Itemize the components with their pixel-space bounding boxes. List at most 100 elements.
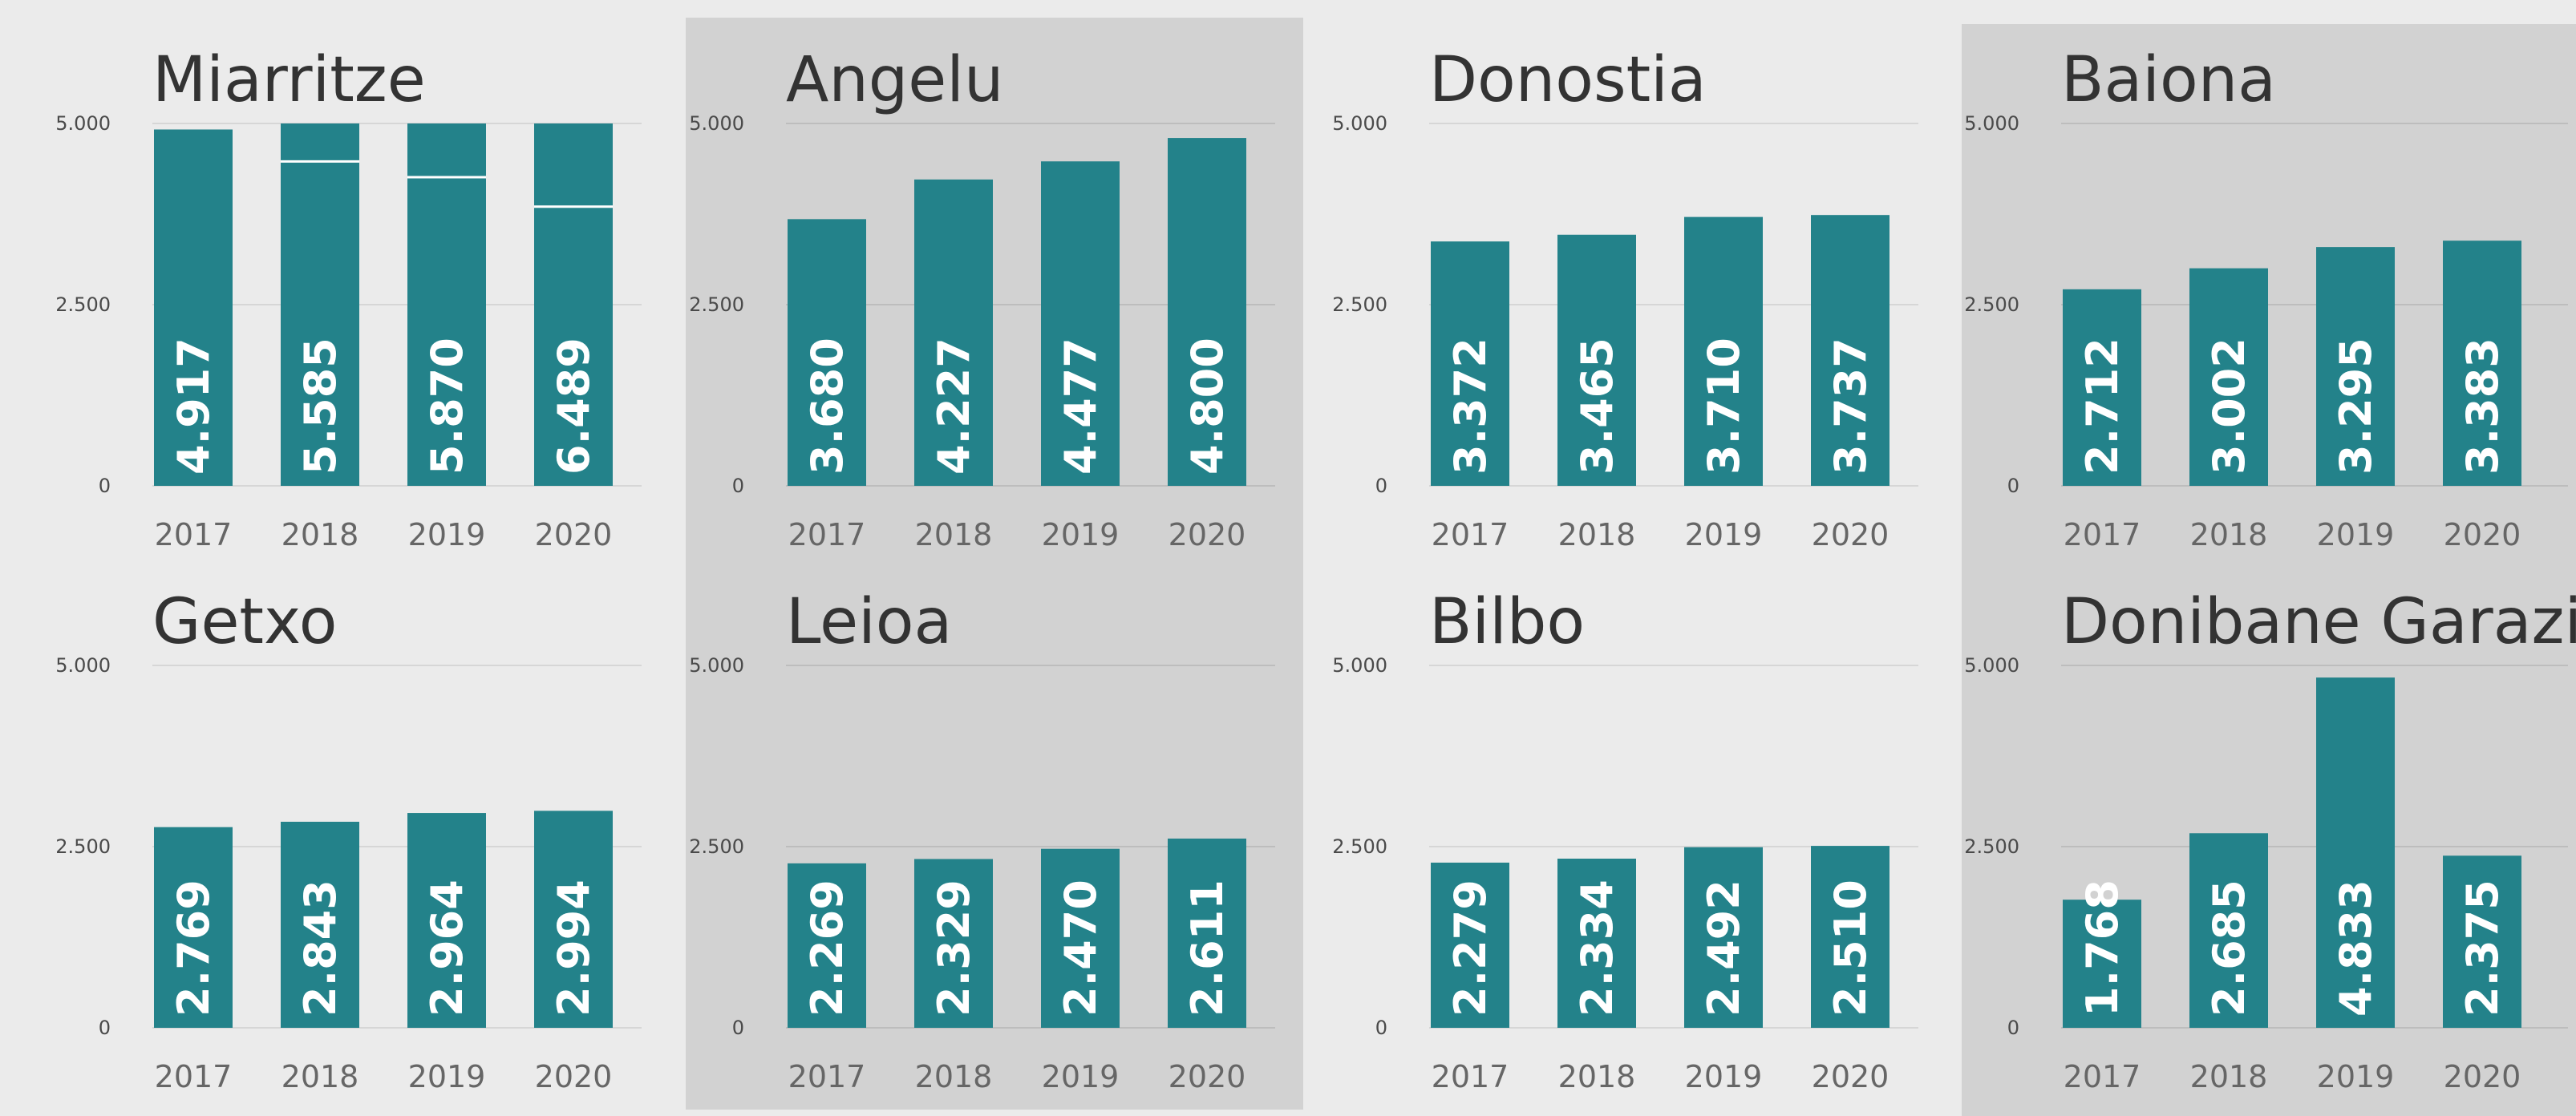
bar-value-label: 3.710 bbox=[1699, 338, 1749, 475]
bar-value-label: 3.680 bbox=[802, 338, 853, 475]
bar-2020[interactable] bbox=[1811, 846, 1889, 1028]
bar-2020[interactable] bbox=[1168, 838, 1246, 1028]
y-tick-label: 2.500 bbox=[55, 293, 111, 316]
x-tick-label: 2018 bbox=[2190, 1059, 2268, 1094]
bar-2020[interactable] bbox=[2443, 241, 2521, 486]
bar-chart-4: Getxo 0 2.500 5.000 2.769 2017 2.843 2018 2.964 2… bbox=[55, 586, 642, 1094]
bar-value-label: 2.492 bbox=[1699, 879, 1749, 1017]
bar-value-label: 2.279 bbox=[1445, 879, 1496, 1017]
y-tick-label: 5.000 bbox=[1964, 112, 2019, 135]
y-tick-label: 2.500 bbox=[689, 835, 744, 858]
bar-2019[interactable] bbox=[2316, 677, 2395, 1028]
bar-2018[interactable] bbox=[2189, 268, 2268, 486]
x-tick-label: 2020 bbox=[1169, 1059, 1246, 1094]
bar-value-label: 4.833 bbox=[2331, 879, 2381, 1017]
bar-2019[interactable] bbox=[407, 813, 486, 1028]
x-tick-label: 2019 bbox=[2317, 1059, 2395, 1094]
bar-2020[interactable] bbox=[534, 811, 613, 1028]
x-tick-label: 2019 bbox=[408, 517, 486, 552]
y-tick-label: 5.000 bbox=[689, 654, 744, 677]
x-tick-label: 2019 bbox=[408, 1059, 486, 1094]
x-tick-label: 2018 bbox=[281, 1059, 359, 1094]
x-tick-label: 2020 bbox=[535, 517, 613, 552]
bar-2020[interactable] bbox=[534, 123, 613, 486]
bar-value-label: 3.372 bbox=[1445, 338, 1496, 475]
bar-2017[interactable] bbox=[2063, 289, 2141, 486]
bar-2017[interactable] bbox=[1431, 862, 1509, 1028]
y-tick-label: 0 bbox=[1375, 1017, 1387, 1039]
bar-value-label: 2.269 bbox=[802, 879, 853, 1017]
bar-2018[interactable] bbox=[281, 123, 359, 486]
bar-value-label: 2.712 bbox=[2077, 338, 2128, 475]
bar-2020[interactable] bbox=[1168, 138, 1246, 486]
bar-value-label: 3.295 bbox=[2331, 338, 2381, 475]
y-tick-label: 2.500 bbox=[689, 293, 744, 316]
bar-chart-1: Angelu 0 2.500 5.000 3.680 2017 4.227 2018 4.477… bbox=[689, 44, 1275, 552]
x-tick-label: 2020 bbox=[1169, 517, 1246, 552]
bar-chart-2: Donostia 0 2.500 5.000 3.372 2017 3.465 2018 3.7… bbox=[1332, 44, 1918, 552]
y-tick-label: 5.000 bbox=[55, 112, 111, 135]
bar-2019[interactable] bbox=[1684, 216, 1763, 486]
bar-value-label: 4.917 bbox=[168, 338, 219, 475]
chart-title: Donostia bbox=[1429, 44, 1707, 116]
bar-chart-0: Miarritze 0 2.500 5.000 4.917 2017 5.585 2018 5.… bbox=[55, 44, 642, 552]
bar-2019[interactable] bbox=[1041, 161, 1120, 486]
y-tick-label: 5.000 bbox=[689, 112, 744, 135]
bar-2018[interactable] bbox=[914, 179, 993, 486]
chart-title: Baiona bbox=[2061, 44, 2276, 116]
chart-title: Getxo bbox=[152, 586, 338, 658]
bar-2018[interactable] bbox=[1557, 859, 1636, 1028]
bar-value-label: 3.737 bbox=[1825, 338, 1876, 475]
bar-value-label: 1.768 bbox=[2077, 879, 2128, 1017]
bar-2017[interactable] bbox=[788, 863, 866, 1028]
bar-2019[interactable] bbox=[2316, 247, 2395, 486]
bar-2018[interactable] bbox=[2189, 833, 2268, 1028]
chart-title: Angelu bbox=[786, 44, 1003, 116]
y-tick-label: 2.500 bbox=[1332, 835, 1387, 858]
bar-value-label: 4.477 bbox=[1055, 338, 1106, 475]
bar-2018[interactable] bbox=[1557, 234, 1636, 486]
bar-value-label: 6.489 bbox=[549, 338, 599, 475]
bar-value-label: 2.843 bbox=[295, 879, 346, 1017]
bar-2017[interactable] bbox=[1431, 241, 1509, 486]
bar-value-label: 2.334 bbox=[1572, 879, 1622, 1017]
x-tick-label: 2017 bbox=[155, 1059, 233, 1094]
y-tick-label: 0 bbox=[2007, 1017, 2019, 1039]
bar-value-label: 2.685 bbox=[2204, 879, 2254, 1017]
bar-value-label: 2.470 bbox=[1055, 879, 1106, 1017]
bar-2017[interactable] bbox=[154, 827, 233, 1028]
x-tick-label: 2018 bbox=[1558, 1059, 1636, 1094]
bar-2019[interactable] bbox=[407, 123, 486, 486]
y-tick-label: 0 bbox=[732, 1017, 744, 1039]
x-tick-label: 2019 bbox=[1685, 517, 1763, 552]
x-tick-label: 2019 bbox=[2317, 517, 2395, 552]
bar-2018[interactable] bbox=[914, 859, 993, 1028]
bar-2017[interactable] bbox=[154, 129, 233, 486]
x-tick-label: 2018 bbox=[1558, 517, 1636, 552]
x-tick-label: 2017 bbox=[788, 517, 866, 552]
bar-value-label: 5.585 bbox=[295, 338, 346, 475]
bar-chart-5: Leioa 0 2.500 5.000 2.269 2017 2.329 2018 2.470 2… bbox=[689, 586, 1275, 1094]
x-tick-label: 2020 bbox=[535, 1059, 613, 1094]
bar-2020[interactable] bbox=[1811, 215, 1889, 486]
x-tick-label: 2020 bbox=[2444, 1059, 2521, 1094]
bar-2020[interactable] bbox=[2443, 855, 2521, 1028]
bar-2019[interactable] bbox=[1684, 847, 1763, 1028]
bar-value-label: 4.227 bbox=[929, 338, 979, 475]
x-tick-label: 2017 bbox=[788, 1059, 866, 1094]
y-tick-label: 5.000 bbox=[55, 654, 111, 677]
x-tick-label: 2018 bbox=[915, 1059, 993, 1094]
bar-2019[interactable] bbox=[1041, 848, 1120, 1028]
bar-value-label: 3.002 bbox=[2204, 338, 2254, 475]
bar-2017[interactable] bbox=[2063, 900, 2141, 1028]
x-tick-label: 2018 bbox=[281, 517, 359, 552]
bar-2018[interactable] bbox=[281, 821, 359, 1028]
x-tick-label: 2017 bbox=[1432, 1059, 1509, 1094]
x-tick-label: 2018 bbox=[2190, 517, 2268, 552]
bar-value-label: 2.329 bbox=[929, 879, 979, 1017]
bar-value-label: 2.375 bbox=[2457, 879, 2508, 1017]
y-tick-label: 0 bbox=[2007, 475, 2019, 497]
chart-title: Bilbo bbox=[1429, 586, 1585, 658]
bar-chart-7: Donibane Garazi 0 2.500 5.000 1.768 2017 2.685… bbox=[1964, 586, 2576, 1094]
bar-2017[interactable] bbox=[788, 219, 866, 486]
